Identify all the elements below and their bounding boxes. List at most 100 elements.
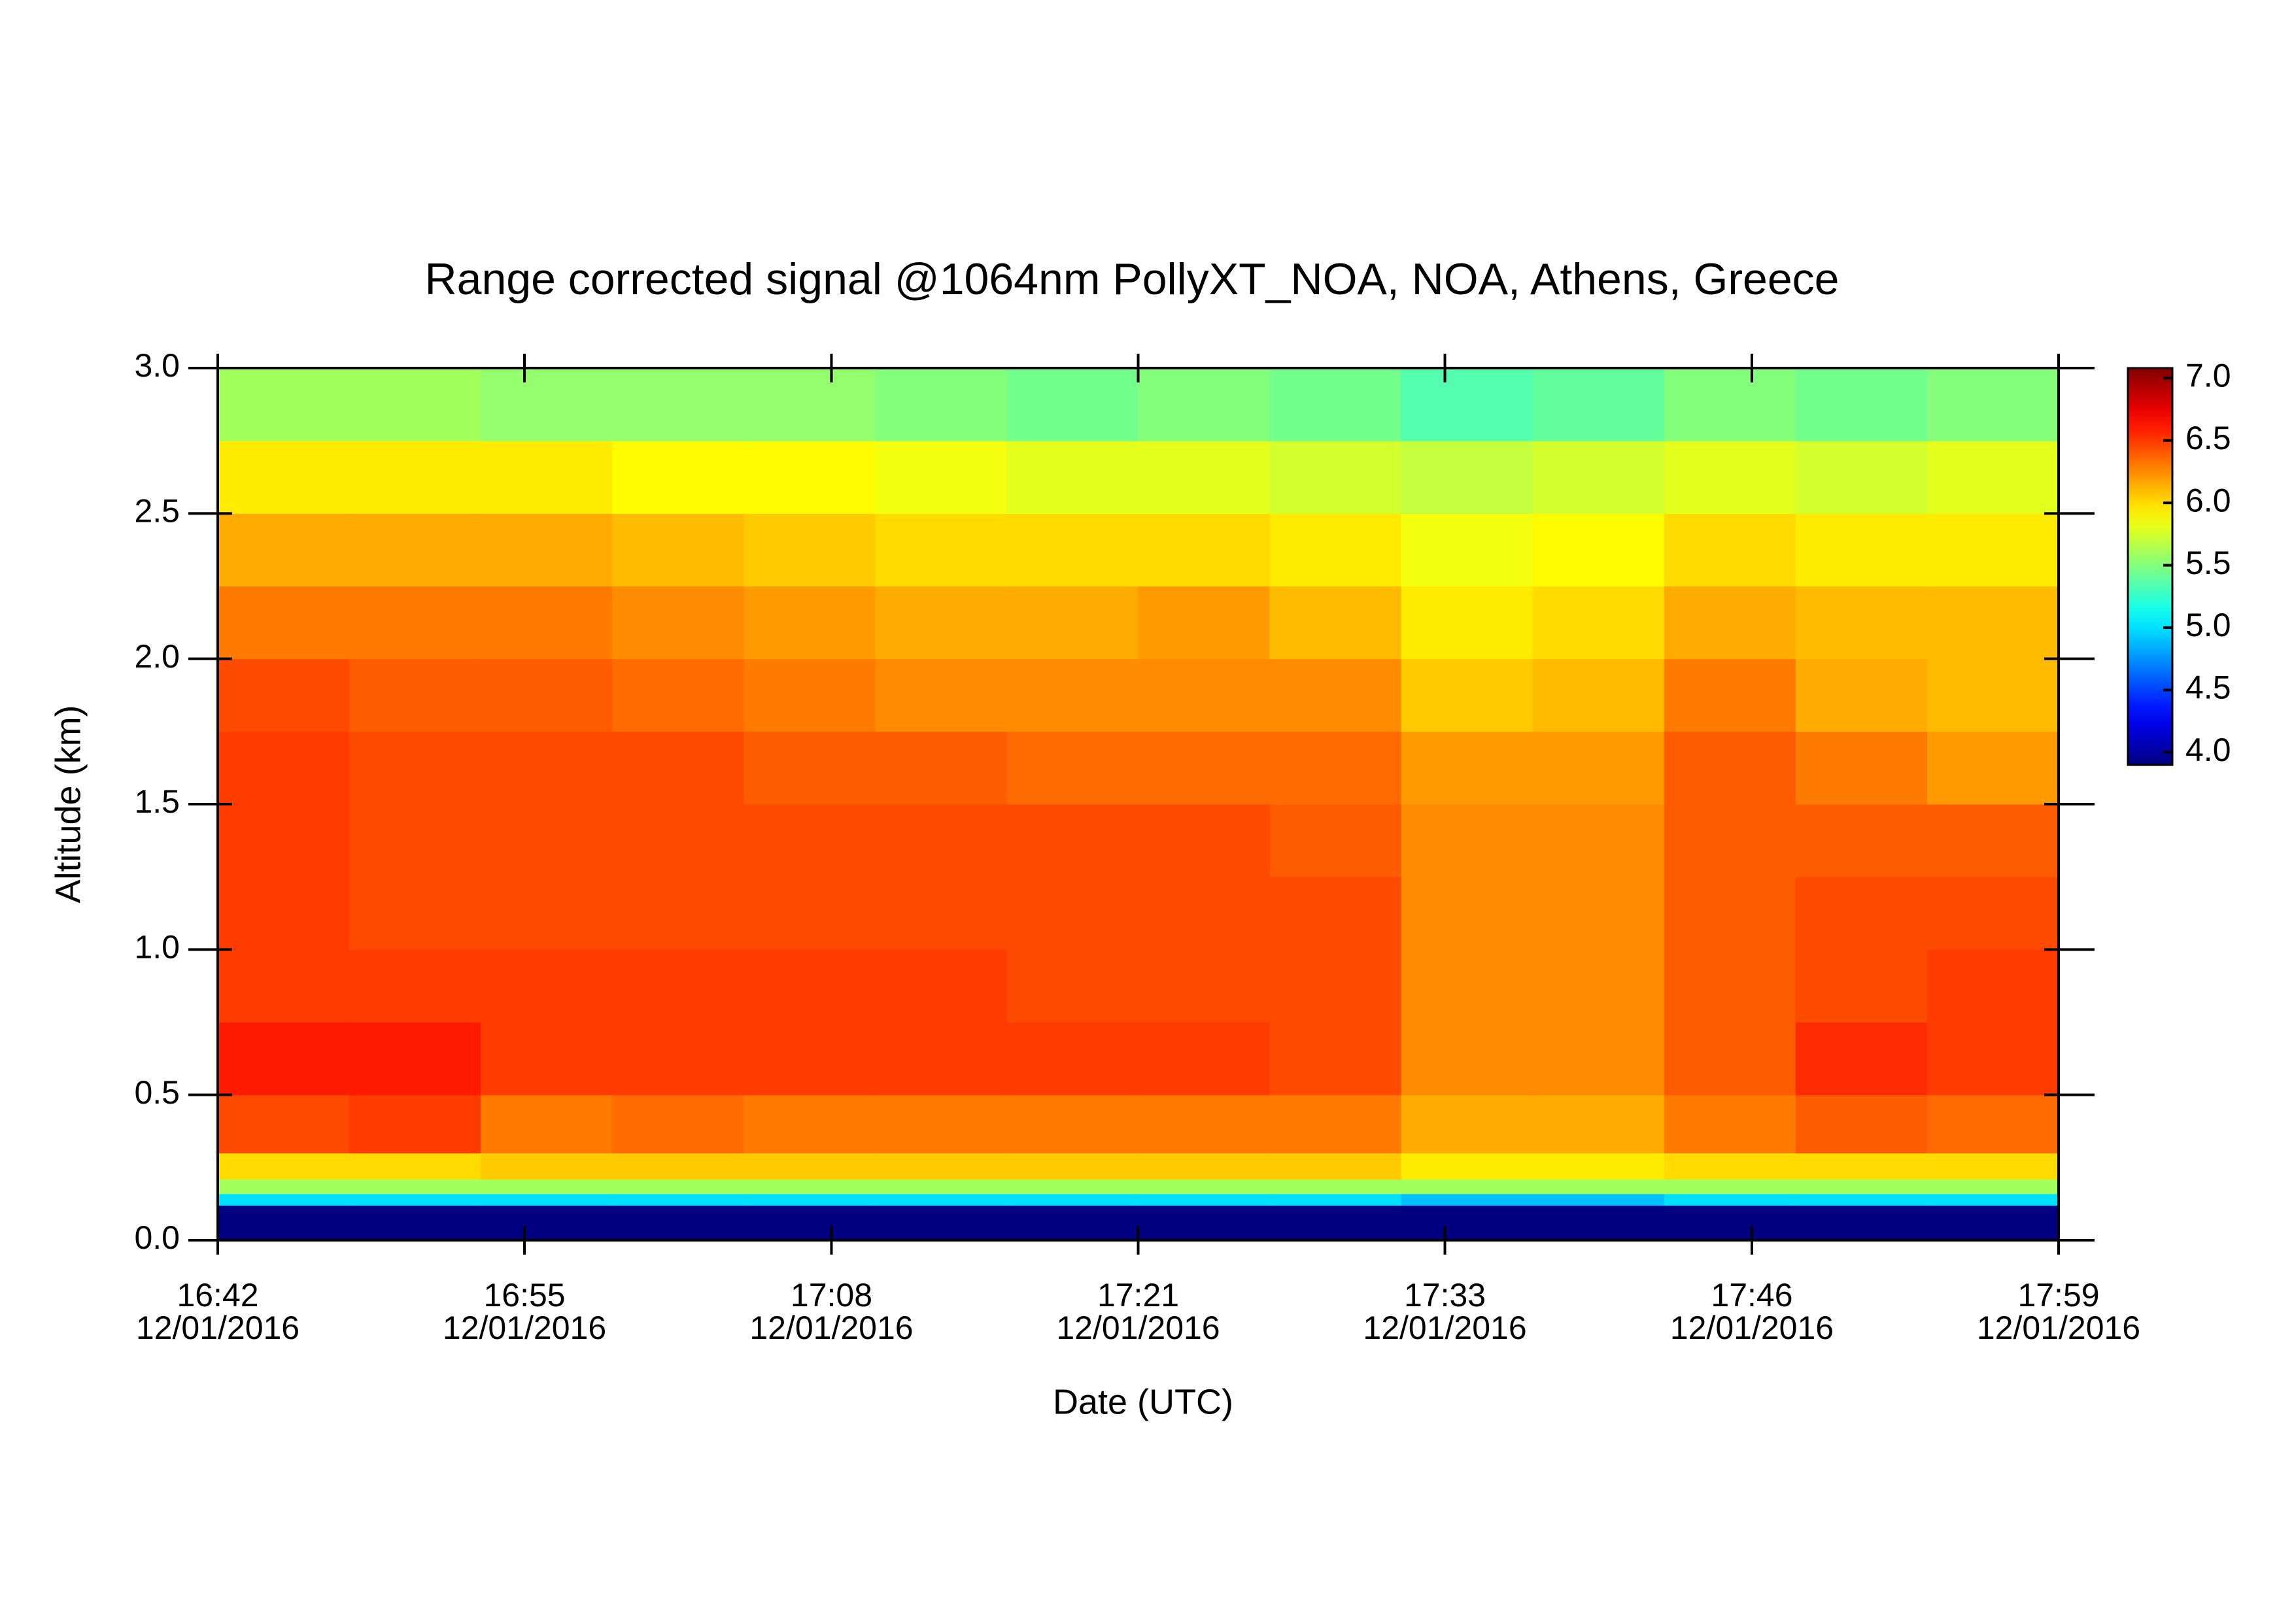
- heatmap-cell: [218, 1153, 350, 1180]
- heatmap-cell: [481, 731, 613, 805]
- heatmap-cell: [1269, 1094, 1402, 1154]
- heatmap-cell: [612, 1153, 744, 1180]
- heatmap-cell: [1664, 1153, 1796, 1180]
- x-tick-label: 17:59: [2017, 1277, 2099, 1313]
- heatmap-cell: [1138, 1094, 1271, 1154]
- heatmap-cell: [481, 877, 613, 950]
- heatmap-cell: [349, 1094, 481, 1154]
- x-tick-label: 17:08: [791, 1277, 872, 1313]
- heatmap-cell: [1401, 1179, 1533, 1194]
- heatmap-cell: [1532, 658, 1665, 732]
- heatmap-cell: [349, 368, 481, 441]
- heatmap-cell: [218, 1179, 350, 1194]
- heatmap-cell: [1401, 1193, 1533, 1206]
- heatmap-cell: [1006, 1193, 1139, 1206]
- heatmap-cell: [1795, 804, 1928, 877]
- heatmap-cell: [481, 1193, 613, 1206]
- heatmap-cell: [1138, 731, 1271, 805]
- heatmap-cell: [1269, 1153, 1402, 1180]
- heatmap-cell: [1532, 1205, 1665, 1241]
- heatmap-cell: [349, 731, 481, 805]
- heatmap-cell: [1138, 586, 1271, 660]
- heatmap-cell: [1926, 1205, 2059, 1241]
- y-tick-label: 2.0: [134, 638, 180, 675]
- heatmap-cell: [1926, 658, 2059, 732]
- heatmap-cell: [1926, 441, 2059, 514]
- heatmap-cell: [744, 804, 876, 877]
- heatmap-cell: [1401, 368, 1533, 441]
- colorbar-tick-label: 7.0: [2185, 357, 2231, 394]
- heatmap-cell: [1401, 1022, 1533, 1096]
- heatmap-cell: [1664, 1022, 1796, 1096]
- heatmap-cell: [1401, 804, 1533, 877]
- chart-title: Range corrected signal @1064nm PollyXT_N…: [425, 254, 1840, 304]
- heatmap-cell: [1006, 513, 1139, 587]
- heatmap-cell: [481, 1094, 613, 1154]
- heatmap-cell: [218, 1205, 350, 1241]
- heatmap-cell: [1532, 731, 1665, 805]
- heatmap-cell: [481, 949, 613, 1023]
- heatmap-cell: [1532, 1179, 1665, 1194]
- heatmap-cell: [481, 804, 613, 877]
- heatmap-cell: [481, 586, 613, 660]
- heatmap-cell: [1401, 1153, 1533, 1180]
- heatmap-cell: [744, 1179, 876, 1194]
- heatmap-cell: [218, 1193, 350, 1206]
- heatmap-cell: [1269, 368, 1402, 441]
- heatmap-cell: [349, 658, 481, 732]
- heatmap-cell: [1664, 1193, 1796, 1206]
- heatmap-cell: [1795, 949, 1928, 1023]
- heatmap-cell: [349, 1193, 481, 1206]
- y-tick-label: 3.0: [134, 347, 180, 384]
- colorbar-tick-label: 5.5: [2185, 545, 2231, 581]
- x-tick-date: 12/01/2016: [136, 1310, 300, 1346]
- heatmap-cell: [481, 368, 613, 441]
- heatmap-cell: [1532, 1094, 1665, 1154]
- heatmap-cell: [1926, 1022, 2059, 1096]
- heatmap-cell: [1006, 586, 1139, 660]
- heatmap-cell: [218, 513, 350, 587]
- x-tick-date: 12/01/2016: [443, 1310, 606, 1346]
- heatmap-cell: [1664, 731, 1796, 805]
- heatmap-cell: [1664, 877, 1796, 950]
- heatmap-cell: [1269, 1179, 1402, 1194]
- heatmap-cell: [612, 658, 744, 732]
- heatmap-cell: [612, 1022, 744, 1096]
- heatmap-cell: [744, 658, 876, 732]
- heatmap-cell: [1926, 949, 2059, 1023]
- heatmap-cell: [349, 1179, 481, 1194]
- heatmap-cell: [1006, 368, 1139, 441]
- heatmap-cell: [1138, 1022, 1271, 1096]
- heatmap-cell: [1664, 658, 1796, 732]
- heatmap-cell: [612, 1179, 744, 1194]
- axes: 16:4212/01/201616:5512/01/201617:0812/01…: [134, 347, 2231, 1346]
- heatmap-cell: [1401, 949, 1533, 1023]
- heatmap-cell: [1401, 1205, 1533, 1241]
- heatmap-cell: [1006, 658, 1139, 732]
- x-tick-date: 12/01/2016: [1670, 1310, 1834, 1346]
- heatmap-cell: [744, 731, 876, 805]
- x-tick-label: 17:33: [1404, 1277, 1486, 1313]
- heatmap-cell: [875, 804, 1008, 877]
- heatmap-cell: [1138, 949, 1271, 1023]
- heatmap-cell: [1664, 368, 1796, 441]
- heatmap-cell: [612, 368, 744, 441]
- heatmap-cell: [875, 658, 1008, 732]
- colorbar-tick-label: 6.0: [2185, 482, 2231, 518]
- heatmap-cell: [1269, 586, 1402, 660]
- heatmap-cell: [744, 949, 876, 1023]
- heatmap-cell: [1269, 877, 1402, 950]
- heatmap-cell: [1006, 731, 1139, 805]
- heatmap-cell: [1006, 1022, 1139, 1096]
- heatmap-cell: [481, 1153, 613, 1180]
- y-tick-label: 1.0: [134, 929, 180, 966]
- heatmap-cell: [612, 586, 744, 660]
- heatmap-cell: [218, 804, 350, 877]
- heatmap-cell: [1532, 1193, 1665, 1206]
- heatmap-cell: [349, 586, 481, 660]
- heatmap-cell: [1664, 1205, 1796, 1241]
- heatmap-cell: [349, 949, 481, 1023]
- heatmap-cell: [349, 804, 481, 877]
- heatmap-cell: [1138, 1193, 1271, 1206]
- heatmap-cell: [1926, 368, 2059, 441]
